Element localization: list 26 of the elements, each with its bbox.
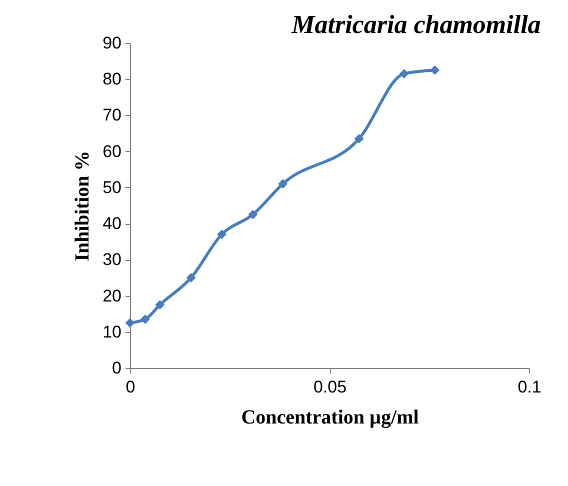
point [125, 318, 135, 328]
point [140, 314, 150, 324]
point [399, 68, 409, 78]
point [354, 134, 364, 144]
point [430, 65, 440, 75]
x-axis-title: Concentration µg/ml [241, 406, 420, 428]
y-tick-label: 30 [102, 250, 122, 270]
y-tick-label: 80 [102, 70, 122, 89]
y-tick-label: 0 [112, 358, 122, 378]
y-tick-label: 70 [102, 106, 122, 125]
point [155, 300, 165, 310]
x-tick-label: 0.1 [518, 378, 542, 396]
y-tick-label: 60 [102, 142, 122, 161]
point [217, 230, 227, 240]
chart-title: Matricaria chamomilla [290, 10, 541, 39]
x-tick-label: 0.05 [313, 378, 347, 396]
y-tick-label: 10 [102, 322, 122, 342]
y-tick-label: 90 [102, 34, 122, 52]
point [248, 210, 258, 220]
point [278, 179, 288, 189]
point [186, 272, 196, 282]
x-tick-label: 0 [126, 378, 136, 396]
y-tick-label: 50 [102, 178, 122, 197]
y-tick-label: 20 [102, 286, 122, 306]
y-axis-title: Inhibition % [72, 150, 94, 262]
y-tick-label: 40 [102, 214, 122, 234]
